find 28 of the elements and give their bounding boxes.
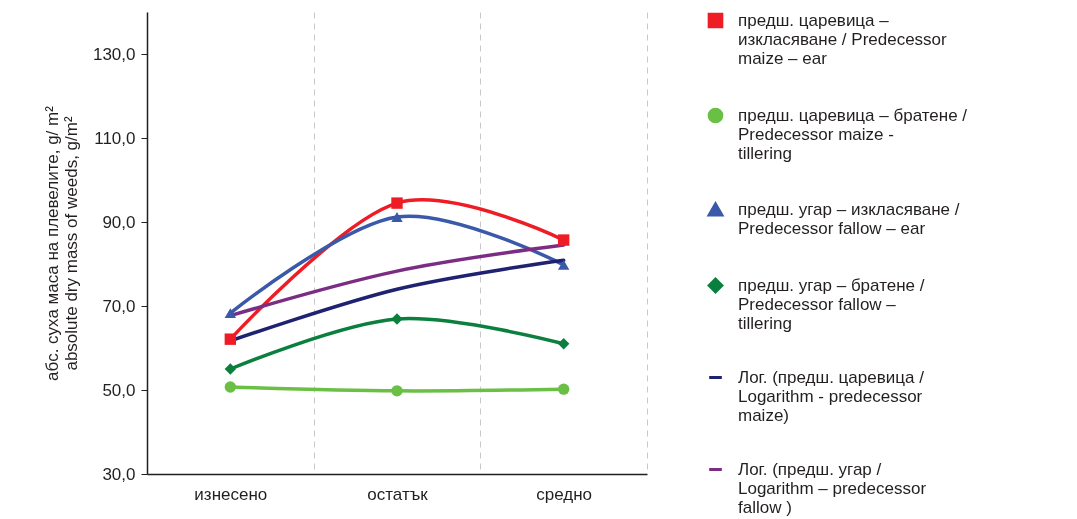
y-tick-label: 130,0 [92,44,136,64]
legend-label: предш. царевица – изкласяване / Predecessor maize – ear [738,10,948,68]
y-tick-label: 110,0 [94,128,136,148]
point [224,363,237,375]
point [391,212,403,222]
legend-label: Лог. (предш. царевица / Logarithm - predecessor maize) [738,367,925,425]
y-axis-title: абс. суха маса на плевелите, g/ m² absolute dry mass of weeds, g/m² [42,105,81,381]
y-tick-label: 90,0 [102,212,136,232]
legend-label: предш. угар – братене / Predecessor fallow – tillering [738,275,925,333]
point [224,381,237,393]
x-tick-label: изнесено [194,484,268,504]
legend-label: предш. угар – изкласяване / Predecessor fallow – ear [738,199,960,238]
x-tick-label: средно [536,484,593,504]
y-tick-label: 70,0 [102,296,136,316]
y-tick-label: 50,0 [102,380,136,400]
point [557,259,570,270]
point [224,308,237,319]
point [557,234,570,246]
point [224,333,237,345]
point [391,313,403,325]
y-tick-label: 30,0 [102,464,136,484]
point [391,385,403,397]
legend-label: Лог. (предш. угар / Logarithm – predecessor fallow ) [738,459,927,517]
point [557,338,570,350]
x-tick-label: остатък [367,484,429,504]
point [391,197,403,209]
legend-label: предш. царевица – братене / Predecessor maize - tillering [738,105,968,163]
point [557,383,570,395]
